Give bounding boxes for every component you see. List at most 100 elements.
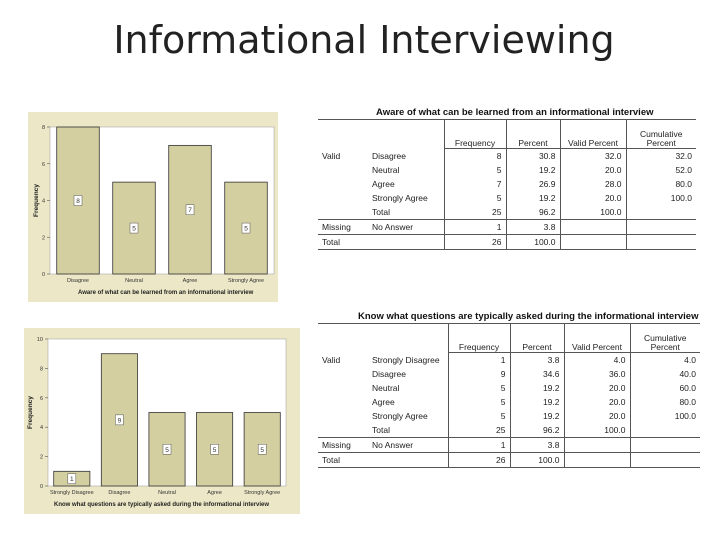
table-cell: 19.2 [509, 395, 564, 409]
table-cell: 100.0 [563, 423, 630, 438]
x-tick-label: Strongly Agree [244, 490, 280, 496]
group-label [318, 423, 368, 438]
table-cell: 1 [443, 219, 506, 235]
group-label: Total [318, 234, 368, 250]
group-label: Valid [322, 150, 341, 161]
bar-strongly-agree [224, 181, 268, 275]
table-cell: 20.0 [559, 163, 626, 177]
table-cell: 3.8 [505, 219, 560, 235]
y-tick-label: 8 [40, 366, 43, 372]
column-header: Percent [505, 119, 560, 149]
y-tick-label: 6 [40, 396, 43, 402]
table-cell: 100.0 [629, 409, 700, 423]
x-tick-label: Neutral [158, 490, 176, 496]
group-label [318, 381, 368, 395]
x-tick-label: Neutral [125, 278, 143, 284]
data-label-box [210, 444, 219, 455]
row-label: Total [372, 207, 390, 217]
y-tick-label: 10 [37, 337, 43, 343]
data-label: 5 [165, 447, 169, 454]
x-tick-label: Agree [183, 278, 198, 284]
table-cell: 26 [447, 452, 510, 468]
data-label-box [185, 204, 195, 215]
table-cell: 32.0 [625, 148, 696, 163]
data-label: 1 [70, 476, 74, 483]
table-cell [559, 234, 626, 250]
table-cell: 5 [447, 395, 510, 409]
table-cell: 34.6 [509, 367, 564, 381]
group-label: Valid [322, 354, 341, 365]
table-cell: 80.0 [629, 395, 700, 409]
group-label [318, 367, 368, 381]
table-cell: 20.0 [563, 409, 630, 423]
frequency-table-questions: Know what questions are typically asked … [318, 311, 722, 481]
table-cell: 25 [447, 423, 510, 438]
table-cell: 80.0 [625, 177, 696, 191]
table-cell: 20.0 [563, 395, 630, 409]
row-label: No Answer [368, 437, 448, 453]
x-tick-label: Disagree [67, 278, 89, 284]
data-label: 9 [118, 417, 122, 424]
x-tick-label: Disagree [108, 490, 130, 496]
table-cell: 25 [443, 205, 506, 220]
y-tick-label: 2 [42, 235, 45, 241]
table-cell: 3.8 [509, 352, 564, 367]
table-cell: 60.0 [629, 381, 700, 395]
table-cell [563, 452, 630, 468]
table-cell: 100.0 [625, 191, 696, 205]
table-cell: 32.0 [559, 148, 626, 163]
table-cell: 20.0 [563, 381, 630, 395]
column-header: Cumulative Percent [625, 119, 696, 149]
data-label-box [241, 222, 251, 234]
table-cell: 3.8 [509, 437, 564, 453]
group-label [318, 163, 368, 177]
table-cell: 19.2 [509, 381, 564, 395]
header-empty [318, 323, 448, 353]
column-header: Frequency [447, 323, 510, 353]
row-label: Disagree [372, 150, 407, 161]
table-cell [629, 437, 700, 453]
data-label: 7 [188, 207, 192, 214]
slide-title: Informational Interviewing [113, 18, 615, 62]
data-label: 5 [132, 226, 136, 233]
table-cell: 26.9 [505, 177, 560, 191]
group-label [318, 409, 368, 423]
row-label: Disagree [372, 369, 407, 379]
table-cell [629, 452, 700, 468]
table-cell: 9 [447, 367, 510, 381]
table-cell: 100.0 [509, 452, 564, 468]
y-axis-label: Frequency [27, 396, 34, 429]
data-label-box [115, 414, 124, 426]
data-label-box [162, 444, 172, 455]
y-axis-label: Frequency [33, 184, 40, 217]
data-label-box [129, 222, 139, 234]
table-cell: 8 [443, 148, 506, 163]
x-axis-label: Know what questions are typically asked … [54, 502, 269, 508]
row-label: Strongly Agree [372, 411, 428, 421]
header-empty [318, 119, 444, 149]
table-cell [563, 437, 630, 453]
y-tick-label: 0 [40, 484, 43, 490]
table-cell: 7 [443, 177, 506, 191]
data-label: 5 [260, 447, 264, 454]
table-title: Know what questions are typically asked … [358, 311, 699, 322]
table-cell: 4.0 [563, 352, 630, 367]
table-cell: 5 [443, 191, 506, 205]
x-tick-label: Strongly Agree [228, 278, 264, 284]
y-tick-label: 2 [40, 455, 43, 461]
bar-chart-aware: 0 2 4 6 8 8 Disagree 5 Neutral 7 Agree 5 Strongly Ag… [28, 112, 278, 302]
row-label: Agree [372, 397, 395, 407]
table-cell [625, 205, 696, 220]
x-axis-label: Aware of what can be learned from an inf… [78, 290, 254, 296]
table-cell: 96.2 [509, 423, 564, 438]
row-label [368, 234, 444, 250]
data-label: 5 [213, 447, 217, 454]
row-label: Total [372, 425, 390, 435]
x-tick-label: Agree [207, 490, 222, 496]
table-cell: 5 [443, 163, 506, 177]
y-tick-label: 6 [42, 162, 45, 168]
data-label-box [73, 195, 83, 206]
y-tick-label: 0 [42, 272, 45, 278]
row-label: Strongly Agree [372, 193, 428, 203]
column-header: Valid Percent [559, 119, 626, 149]
